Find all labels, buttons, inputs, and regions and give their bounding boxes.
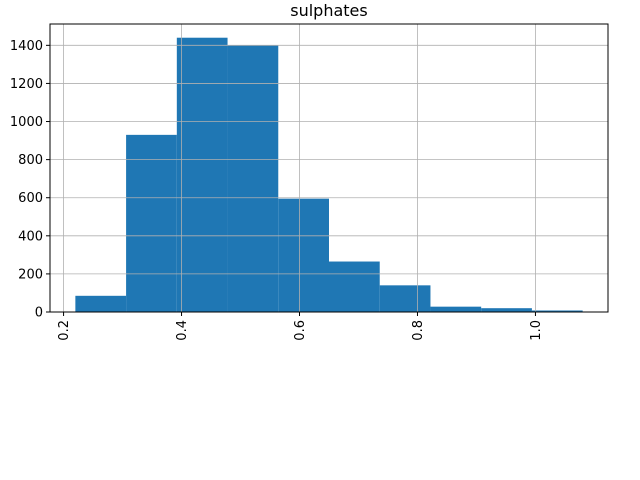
y-tick-label: 1000 [10, 115, 43, 130]
y-tick-label: 400 [18, 229, 43, 244]
histogram-bar [329, 261, 380, 312]
plot-frame [49, 23, 609, 313]
x-tick-label: 0.2 [57, 320, 72, 341]
histogram-bar [481, 308, 532, 312]
histogram-bar [430, 306, 482, 312]
histogram-bars [75, 37, 583, 312]
histogram-bar [75, 295, 127, 312]
x-tick-label: 0.6 [293, 320, 308, 341]
histogram-bar [227, 45, 279, 312]
x-tick-label: 1.0 [529, 320, 544, 341]
histogram-bar [379, 285, 431, 312]
histogram-bar [126, 134, 177, 312]
y-tick-label: 800 [18, 153, 43, 168]
y-tick-label: 600 [18, 191, 43, 206]
y-axis-ticks: 0 200 400 600 800 1000 1200 1400 [10, 39, 50, 321]
y-tick-label: 0 [35, 306, 43, 321]
histogram-bar [176, 37, 228, 312]
y-tick-label: 1200 [10, 77, 43, 92]
y-tick-label: 1400 [10, 39, 43, 54]
x-axis-ticks: 0.2 0.4 0.6 0.8 1.0 [57, 312, 544, 341]
histogram-bar [278, 198, 329, 312]
x-tick-label: 0.4 [175, 320, 190, 341]
x-tick-label: 0.8 [411, 320, 426, 341]
chart-title: sulphates [290, 1, 367, 20]
histogram-bar [531, 310, 583, 312]
y-tick-label: 200 [18, 267, 43, 282]
